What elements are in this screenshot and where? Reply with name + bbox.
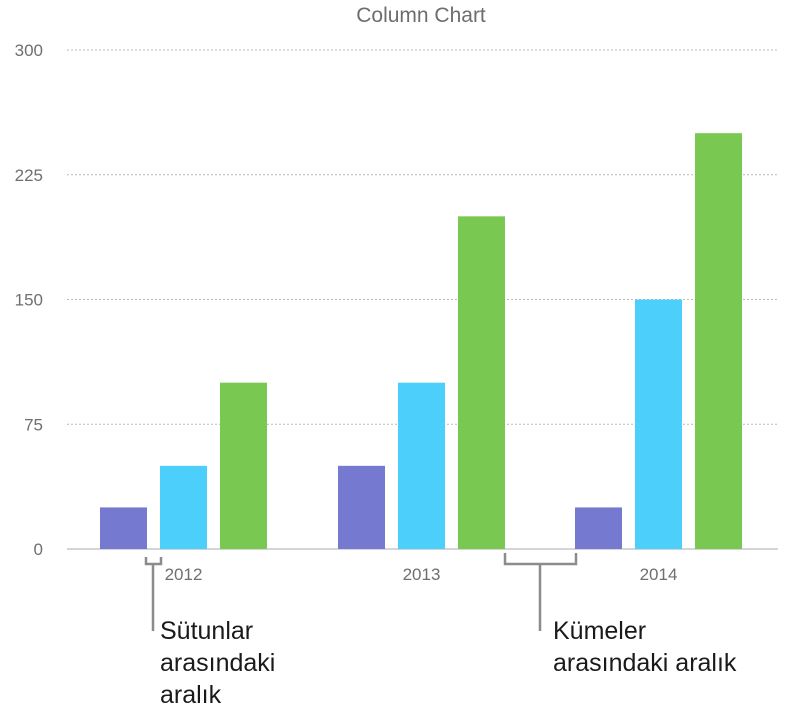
- cluster-gap-label-line-1: Kümeler: [553, 617, 646, 645]
- y-tick-label: 225: [15, 166, 43, 185]
- bar-2012-series-1: [100, 507, 147, 549]
- bar-2013-series-1: [338, 465, 385, 549]
- x-category-label: 2012: [165, 565, 203, 584]
- bar-gap-label-line-3: aralık: [160, 681, 222, 709]
- y-tick-label: 75: [24, 415, 43, 434]
- x-category-label: 2013: [403, 565, 441, 584]
- bar-gap-callout: Sütunlar arasındaki aralık: [144, 557, 275, 709]
- bar-gap-bracket: [144, 557, 163, 631]
- bar-2014-series-2: [635, 299, 682, 549]
- x-category-label: 2014: [640, 565, 678, 584]
- cluster-gap-label-line-2: arasındaki aralık: [553, 649, 737, 677]
- y-tick-label: 0: [34, 540, 43, 559]
- bar-2013-series-3: [458, 216, 505, 550]
- labels-layer: 0 75 150 225 300 2012 2013 2014: [15, 41, 678, 584]
- bar-2013-series-2: [398, 382, 445, 549]
- bar-2012-series-2: [160, 465, 207, 549]
- y-tick-label: 150: [15, 291, 43, 310]
- bar-2012-series-3: [220, 382, 267, 549]
- bar-2014-series-3: [695, 133, 742, 549]
- bar-gap-label-line-2: arasındaki: [160, 649, 275, 677]
- cluster-gap-callout: Kümeler arasındaki aralık: [503, 553, 737, 677]
- bar-gap-label-line-1: Sütunlar: [160, 617, 253, 645]
- bars-layer: [100, 133, 742, 550]
- bar-2014-series-1: [575, 507, 622, 549]
- chart-title: Column Chart: [356, 4, 486, 27]
- y-tick-label: 300: [15, 41, 43, 60]
- cluster-gap-bracket: [503, 553, 578, 631]
